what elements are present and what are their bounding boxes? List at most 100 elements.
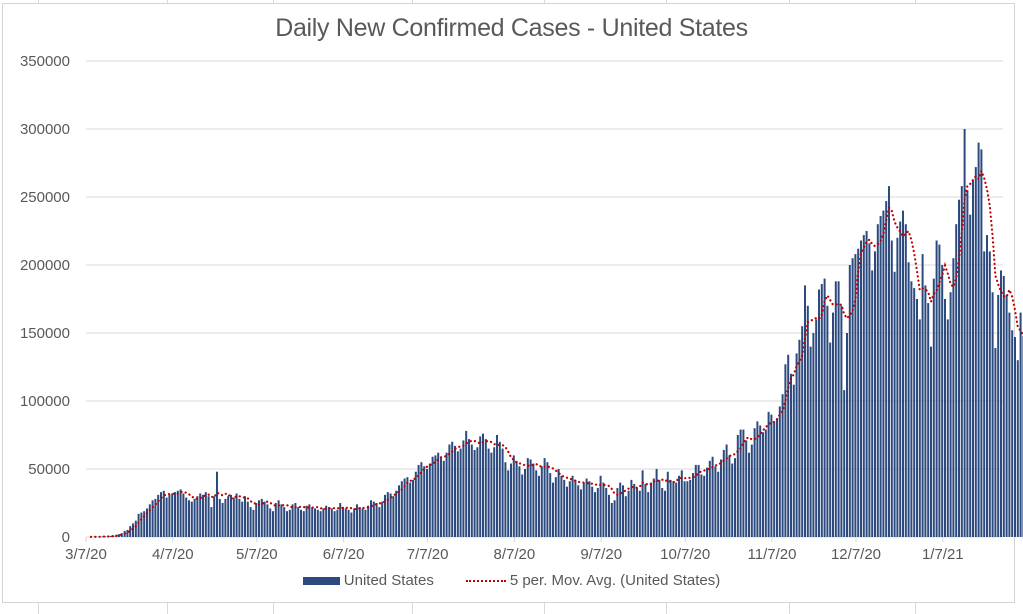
x-tick-label: 10/7/20 [660,546,710,563]
legend-dotted-line-swatch-icon [465,579,506,582]
bar [406,477,409,537]
bar [815,319,818,537]
bar [736,435,739,537]
bar [944,299,946,537]
bar [140,512,143,537]
bar [482,433,484,537]
bar [398,485,400,537]
bar [213,496,216,537]
x-tick-label: 7/7/20 [407,546,449,563]
bar [624,496,627,537]
bar [353,508,356,537]
bar [655,469,658,537]
bar [781,394,784,537]
bar [216,471,218,537]
bar [246,501,249,537]
bar [288,509,291,537]
bar [154,498,157,537]
bar [504,462,507,537]
bar [610,503,613,537]
bar [280,504,283,537]
bar [860,240,862,537]
bar [862,235,865,537]
bar [168,494,171,537]
bar [666,471,669,537]
bar [745,440,748,537]
bar [661,488,664,537]
bar [568,481,571,537]
bar [344,508,347,537]
bar [974,167,977,537]
bar [370,500,372,537]
bar [434,455,437,537]
bar [384,494,386,537]
bar [249,507,252,537]
bar [868,243,871,538]
bar [907,262,910,537]
bar [983,251,986,537]
bar [725,444,728,537]
bar [966,190,969,537]
bar [294,503,297,537]
bar [157,494,160,537]
bar [160,492,162,537]
bar [459,448,462,537]
bar [524,469,526,537]
bar [137,513,140,537]
bar [770,414,773,537]
bar [630,479,633,537]
bar [378,507,381,537]
bar [512,455,515,537]
bar [325,505,328,537]
bar [266,504,269,537]
bar [960,186,963,537]
bar [146,508,148,537]
bar [750,444,753,537]
legend-label-united-states: United States [343,572,434,589]
bar [806,305,809,537]
bar [232,497,235,537]
bar [946,319,949,537]
bar [423,466,426,537]
y-tick-label: 100000 [20,393,70,410]
bar [364,509,367,537]
bar [451,441,454,537]
bar [297,507,300,537]
legend-item-moving-average[interactable]: 5 per. Mov. Avg. (United States) [465,572,720,589]
bar [686,481,689,537]
bar [507,470,510,537]
bar [918,319,921,537]
bar [650,482,652,537]
bar [851,258,854,537]
bar [678,475,680,537]
bar [227,496,230,537]
bar [865,231,868,537]
bar [910,281,913,537]
y-tick-label: 250000 [20,189,70,206]
bar [176,490,179,537]
y-tick-label: 350000 [20,53,70,70]
bar [498,441,501,537]
bar [902,210,904,537]
bar [818,289,820,537]
legend-item-united-states[interactable]: United States [302,572,434,589]
bar [171,493,174,537]
bar [487,448,490,537]
bar [697,464,700,537]
bar [871,270,874,537]
bar [417,464,420,537]
bar [342,507,344,537]
bar [291,504,294,537]
bar [375,503,378,537]
bar [372,501,375,537]
bar [708,460,711,537]
bar [1011,330,1014,537]
bar [190,501,193,537]
bar [742,429,745,537]
bar [235,493,238,537]
bar [367,505,370,537]
bar [1016,360,1019,537]
bar [134,520,137,537]
bar [879,216,882,538]
bar [437,452,440,537]
